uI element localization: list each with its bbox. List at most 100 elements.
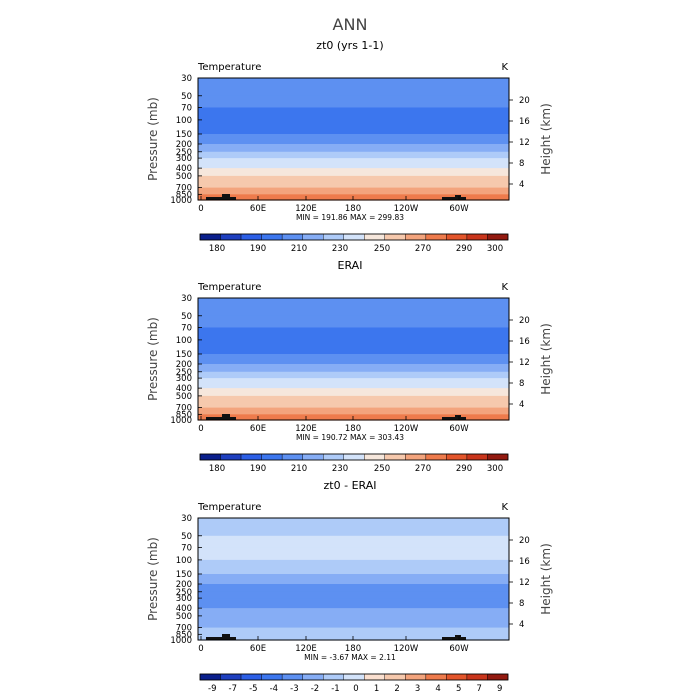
pressure-tick-label: 850 bbox=[176, 630, 192, 640]
lon-tick-label: 60W bbox=[449, 204, 469, 214]
contour-fill bbox=[198, 518, 509, 641]
pressure-tick-label: 700 bbox=[176, 184, 192, 194]
pressure-axis-label: Pressure (mb) bbox=[146, 317, 160, 401]
height-tick-label: 20 bbox=[519, 536, 530, 546]
contour-fill bbox=[198, 78, 509, 201]
height-tick-label: 4 bbox=[519, 620, 524, 630]
band-300-400 bbox=[198, 378, 509, 389]
band-700-850 bbox=[198, 187, 509, 195]
lon-tick-label: 180 bbox=[345, 424, 361, 434]
topo-andes-peak bbox=[455, 195, 461, 200]
pressure-tick-label: 100 bbox=[176, 116, 192, 126]
colorbar-label: -2 bbox=[311, 684, 319, 694]
panel-1: zt0 (yrs 1-1)Temperature K305070100150200… bbox=[146, 39, 553, 254]
units-label: K bbox=[501, 502, 508, 513]
colorbar-label: 3 bbox=[415, 684, 420, 694]
band-500-700 bbox=[198, 175, 509, 189]
colorbar-label: 290 bbox=[456, 244, 472, 254]
band-250-300 bbox=[198, 371, 509, 379]
lon-tick-label: 180 bbox=[345, 204, 361, 214]
colorbar-swatch bbox=[425, 453, 447, 461]
band-850-1000 bbox=[198, 414, 509, 421]
colorbar-label: -7 bbox=[229, 684, 237, 694]
colorbar-swatch bbox=[302, 673, 324, 681]
band-200-250 bbox=[198, 364, 509, 373]
band-400-500 bbox=[198, 168, 509, 177]
colorbar-swatch bbox=[220, 453, 242, 461]
colorbar-swatch bbox=[487, 453, 509, 461]
colorbar-label: 4 bbox=[435, 684, 440, 694]
lon-tick-label: 60E bbox=[250, 644, 266, 654]
pressure-tick-label: 30 bbox=[181, 294, 192, 304]
colorbar-swatch bbox=[384, 673, 406, 681]
band-70-100 bbox=[198, 327, 509, 341]
pressure-axis-label: Pressure (mb) bbox=[146, 97, 160, 181]
lon-tick-label: 60E bbox=[250, 204, 266, 214]
colorbar-swatch bbox=[487, 233, 509, 241]
lon-tick-label: 120W bbox=[394, 424, 419, 434]
colorbar-swatch bbox=[220, 673, 242, 681]
pressure-tick-label: 70 bbox=[181, 323, 192, 333]
band-200-250 bbox=[198, 144, 509, 153]
contour-fill bbox=[198, 298, 509, 421]
colorbar-label: 230 bbox=[332, 244, 348, 254]
pressure-tick-label: 30 bbox=[181, 74, 192, 84]
band-100-150 bbox=[198, 119, 509, 135]
colorbar-swatch bbox=[405, 233, 427, 241]
min-max-stats: MIN = 190.72 MAX = 303.43 bbox=[296, 433, 404, 442]
panel-title: zt0 (yrs 1-1) bbox=[316, 39, 383, 52]
band-50-70 bbox=[198, 95, 509, 109]
band-100-150 bbox=[198, 339, 509, 355]
colorbar-swatch bbox=[425, 673, 447, 681]
band-300-400 bbox=[198, 598, 509, 609]
height-tick-label: 20 bbox=[519, 96, 530, 106]
colorbar-swatch bbox=[466, 673, 488, 681]
lon-tick-label: 0 bbox=[198, 204, 203, 214]
colorbar-swatch bbox=[281, 453, 303, 461]
colorbar-label: 190 bbox=[250, 464, 266, 474]
pressure-tick-label: 250 bbox=[176, 148, 192, 158]
variable-label: Temperature bbox=[197, 282, 261, 293]
band-850-1000 bbox=[198, 194, 509, 201]
pressure-tick-label: 400 bbox=[176, 604, 192, 614]
colorbar-label: 250 bbox=[374, 244, 390, 254]
colorbar-label: 300 bbox=[487, 464, 503, 474]
pressure-tick-label: 700 bbox=[176, 404, 192, 414]
figure-title: ANN bbox=[333, 15, 368, 34]
plot-frame bbox=[197, 77, 510, 201]
colorbar-label: 9 bbox=[497, 684, 502, 694]
colorbar-swatch bbox=[220, 233, 242, 241]
pressure-tick-label: 100 bbox=[176, 336, 192, 346]
pressure-tick-label: 300 bbox=[176, 594, 192, 604]
colorbar-label: 250 bbox=[374, 464, 390, 474]
colorbar-swatch bbox=[343, 673, 365, 681]
pressure-tick-label: 50 bbox=[181, 92, 192, 102]
colorbar-label: 1 bbox=[374, 684, 379, 694]
band-700-850 bbox=[198, 407, 509, 415]
colorbar-swatch bbox=[323, 233, 344, 241]
pressure-tick-label: 850 bbox=[176, 190, 192, 200]
topo-andes bbox=[442, 417, 466, 420]
colorbar-label: 300 bbox=[487, 244, 503, 254]
colorbar-label: 0 bbox=[353, 684, 358, 694]
lon-tick-label: 0 bbox=[198, 644, 203, 654]
colorbar-frame bbox=[199, 673, 509, 681]
pressure-tick-label: 1000 bbox=[170, 196, 192, 206]
band-150-200 bbox=[198, 353, 509, 365]
colorbar-label: 210 bbox=[291, 244, 307, 254]
colorbar-label: -3 bbox=[290, 684, 298, 694]
colorbar-swatch bbox=[364, 673, 385, 681]
colorbar-label: 180 bbox=[209, 464, 225, 474]
height-tick-label: 4 bbox=[519, 180, 524, 190]
colorbar-swatch bbox=[240, 453, 262, 461]
pressure-tick-label: 1000 bbox=[170, 416, 192, 426]
colorbar-label: 190 bbox=[250, 244, 266, 254]
band-250-300 bbox=[198, 151, 509, 159]
height-tick-label: 12 bbox=[519, 578, 530, 588]
height-tick-label: 8 bbox=[519, 599, 524, 609]
pressure-tick-label: 50 bbox=[181, 312, 192, 322]
height-axis-label: Height (km) bbox=[539, 543, 553, 614]
colorbar-label: -1 bbox=[331, 684, 339, 694]
